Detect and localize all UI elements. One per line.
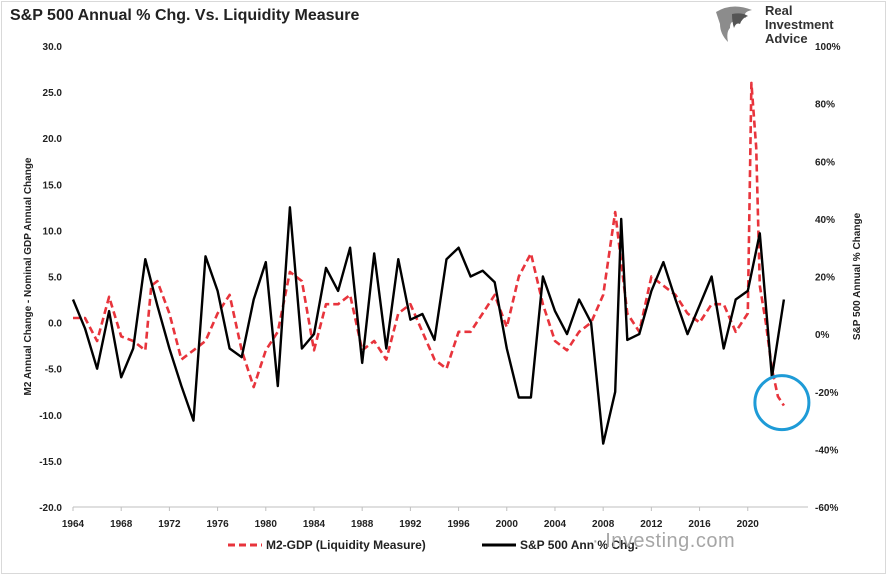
x-tick-label: 1980 — [255, 519, 278, 530]
right-tick-label: 80% — [815, 100, 835, 111]
legend: M2-GDP (Liquidity Measure) S&P 500 Ann %… — [228, 538, 638, 552]
x-tick-label: 1984 — [303, 519, 326, 530]
brand-line-2: Investment — [765, 17, 834, 32]
right-axis-title: S&P 500 Annual % Change — [852, 212, 863, 340]
series-m2gdp-line — [73, 81, 785, 407]
left-axis-title: M2 Annual Change - Nominal GDP Annual Ch… — [23, 157, 34, 395]
right-tick-label: 20% — [815, 273, 835, 284]
left-tick-label: 10.0 — [43, 226, 63, 237]
series-sp500-line — [71, 206, 786, 445]
series-group — [71, 81, 786, 445]
x-tick-label: 1976 — [206, 519, 229, 530]
x-tick-label: 2008 — [592, 519, 615, 530]
left-tick-label: 25.0 — [43, 88, 63, 99]
x-tick-label: 2000 — [496, 519, 519, 530]
left-tick-label: -20.0 — [39, 503, 62, 514]
x-tick-label: 1988 — [351, 519, 374, 530]
right-axis-ticks: 100% 80% 60% 40% 20% 0% -20% -40% -60% — [815, 42, 841, 514]
left-tick-label: 5.0 — [48, 273, 62, 284]
x-tick-label: 1992 — [399, 519, 422, 530]
chart-title: S&P 500 Annual % Chg. Vs. Liquidity Meas… — [10, 7, 360, 24]
x-tick-label: 1968 — [110, 519, 133, 530]
left-tick-label: 15.0 — [43, 180, 63, 191]
left-tick-label: -10.0 — [39, 411, 62, 422]
x-tick-label: 2012 — [640, 519, 663, 530]
x-tick-label: 1964 — [62, 519, 85, 530]
brand-logo: Real Investment Advice — [712, 2, 862, 48]
left-tick-label: 0.0 — [48, 319, 62, 330]
watermark: · Investing.com — [592, 530, 736, 552]
right-tick-label: 0% — [815, 330, 830, 341]
right-tick-label: 60% — [815, 157, 835, 168]
x-tick-label: 1996 — [447, 519, 470, 530]
x-axis-ticks: 1964 1968 1972 1976 1980 1984 1988 1992 1996 2000… — [62, 507, 759, 530]
x-tick-label: 2020 — [737, 519, 760, 530]
left-tick-label: 20.0 — [43, 134, 63, 145]
left-tick-label: -15.0 — [39, 457, 62, 468]
brand-line-3: Advice — [765, 31, 808, 46]
right-tick-label: 40% — [815, 215, 835, 226]
brand-text: Real Investment Advice — [765, 4, 834, 46]
right-tick-label: -40% — [815, 445, 838, 456]
right-tick-label: -60% — [815, 503, 838, 514]
left-tick-label: -5.0 — [45, 365, 63, 376]
left-axis-ticks: 30.0 25.0 20.0 15.0 10.0 5.0 0.0 -5.0 -10.0 -15.0… — [39, 42, 62, 514]
right-tick-label: 100% — [815, 42, 841, 53]
brand-line-1: Real — [765, 3, 793, 18]
legend-label-m2gdp: M2-GDP (Liquidity Measure) — [266, 538, 426, 552]
legend-label-sp500: S&P 500 Ann % Chg. — [520, 538, 638, 552]
highlight-circle — [753, 374, 811, 432]
x-tick-label: 1972 — [158, 519, 181, 530]
eagle-head-icon — [716, 6, 752, 43]
x-tick-label: 2004 — [544, 519, 567, 530]
right-tick-label: -20% — [815, 388, 838, 399]
x-tick-label: 2016 — [688, 519, 711, 530]
left-tick-label: 30.0 — [43, 42, 63, 53]
